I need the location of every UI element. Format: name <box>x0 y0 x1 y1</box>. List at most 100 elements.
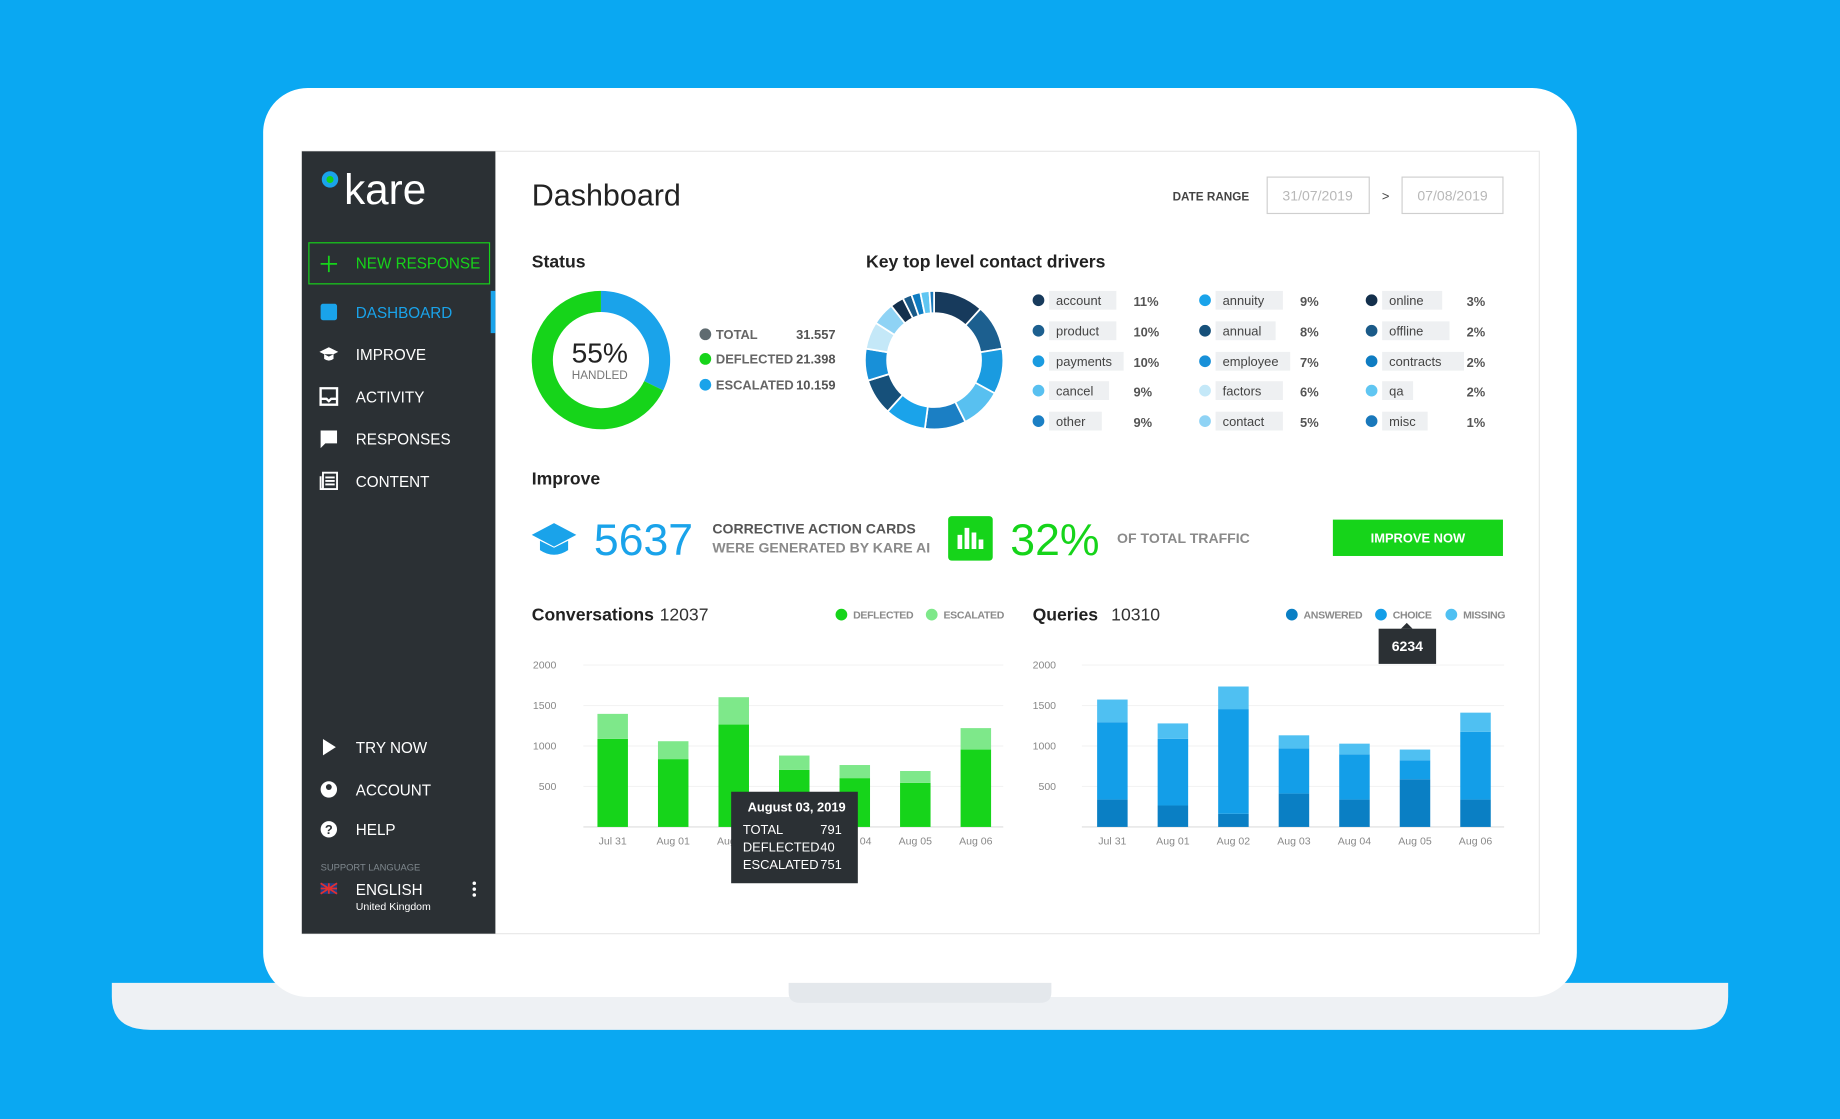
legend-label: DEFLECTED <box>853 610 914 622</box>
logo: kare <box>344 166 426 213</box>
sidebar <box>301 151 496 934</box>
legend-label: payments <box>1056 354 1112 369</box>
legend-label: MISSING <box>1463 610 1505 622</box>
kebab-menu[interactable] <box>472 881 477 897</box>
nav-icon <box>322 738 336 756</box>
date-to[interactable]: 07/08/2019 <box>1417 188 1488 204</box>
legend-chip <box>1049 290 1117 310</box>
legend-chip <box>1049 381 1110 400</box>
bar-segment <box>597 738 628 827</box>
nav-item[interactable]: RESPONSES <box>356 432 451 449</box>
y-tick-label: 1500 <box>1033 700 1057 712</box>
legend-label: factors <box>1223 383 1262 398</box>
y-tick-label: 1000 <box>533 741 557 753</box>
legend-dot <box>1365 355 1378 368</box>
traffic-percent: 32% <box>1010 516 1099 565</box>
legend-value: 9% <box>1133 415 1152 430</box>
nav-item[interactable]: ACTIVITY <box>356 389 425 406</box>
chart-title: Status <box>532 251 586 271</box>
donut-segment <box>928 290 935 315</box>
legend-label: annuity <box>1223 293 1265 308</box>
new-response-button[interactable] <box>308 242 491 285</box>
nav-icon <box>325 784 332 790</box>
legend-dot <box>1199 294 1211 307</box>
tooltip-title: August 03, 2019 <box>748 800 846 815</box>
legend-dot <box>1365 324 1378 337</box>
legend-label: online <box>1389 293 1423 308</box>
donut-segment <box>531 290 664 430</box>
legend-label: ESCALATED <box>943 610 1004 622</box>
tooltip-value: 751 <box>820 857 842 872</box>
legend-chip <box>1049 351 1124 371</box>
legend-chip <box>1215 381 1283 400</box>
legend-value: 6% <box>1300 384 1319 399</box>
nav-item[interactable]: IMPROVE <box>356 347 426 364</box>
legend-label: ANSWERED <box>1304 610 1363 622</box>
legend-label: offline <box>1389 323 1423 338</box>
date-from-input[interactable] <box>1266 176 1370 215</box>
improve-title: Improve <box>532 468 601 488</box>
legend-dot <box>699 353 712 365</box>
legend-chip <box>1215 290 1283 310</box>
legend-value: 9% <box>1133 384 1152 399</box>
region: United Kingdom <box>356 901 431 913</box>
legend-chip <box>1382 321 1450 341</box>
legend-dot <box>1365 415 1378 427</box>
legend-value: 10.159 <box>796 377 835 392</box>
bar-segment <box>1278 793 1310 827</box>
donut-center-label: HANDLED <box>572 369 628 382</box>
legend-label: employee <box>1223 354 1279 369</box>
legend-value: 31.557 <box>796 327 835 342</box>
cards-text: WERE GENERATED BY KARE AI <box>712 539 930 555</box>
nav-icon <box>319 471 338 491</box>
x-tick-label: Jul 31 <box>599 836 627 848</box>
date-from[interactable]: 31/07/2019 <box>1282 188 1353 204</box>
improve-now-button[interactable] <box>1332 519 1503 556</box>
bar-segment <box>1278 748 1310 794</box>
y-tick-label: 1500 <box>533 700 557 712</box>
flag-cross <box>320 882 338 895</box>
bar-segment <box>1339 754 1370 800</box>
legend-value: 1% <box>1467 415 1486 430</box>
page-title: Dashboard <box>532 178 681 212</box>
nav-item[interactable]: HELP <box>356 822 396 839</box>
bar-segment <box>1460 712 1491 732</box>
bar-segment <box>900 771 931 783</box>
legend-dot <box>1365 384 1378 397</box>
nav-item[interactable]: CONTENT <box>356 474 430 491</box>
legend-value: 2% <box>1467 355 1486 370</box>
legend-label: ESCALATED <box>716 377 794 392</box>
x-tick-label: Aug 05 <box>1398 836 1432 848</box>
tooltip-label: ESCALATED <box>743 857 819 872</box>
x-tick-label: Aug 04 <box>1338 836 1372 848</box>
legend-label: cancel <box>1056 383 1093 398</box>
legend-chip <box>1215 321 1276 341</box>
nav-icon: ? <box>325 822 333 837</box>
bar-segment <box>779 755 810 770</box>
improve-now-label[interactable]: IMPROVE NOW <box>1371 530 1466 545</box>
bar-segment <box>1399 749 1431 761</box>
laptop-notch <box>788 982 1052 1003</box>
legend-value: 2% <box>1467 325 1486 340</box>
date-range-label: DATE RANGE <box>1173 191 1250 204</box>
new-response-label[interactable]: NEW RESPONSE <box>356 256 480 273</box>
bar-segment <box>657 741 689 760</box>
active-indicator <box>490 290 496 334</box>
bar-segment <box>1339 799 1370 827</box>
y-tick-label: 2000 <box>533 660 557 672</box>
legend-value: 8% <box>1300 325 1319 340</box>
nav-icon <box>320 821 338 838</box>
nav-item[interactable]: ACCOUNT <box>356 782 431 799</box>
nav-item[interactable]: DASHBOARD <box>356 305 453 322</box>
nav-item[interactable]: TRY NOW <box>356 740 428 757</box>
y-tick-label: 2000 <box>1033 660 1057 672</box>
chart-total: 10310 <box>1111 604 1160 624</box>
legend-value: 2% <box>1467 384 1486 399</box>
legend-dot <box>1199 355 1211 368</box>
language[interactable]: ENGLISH <box>356 882 423 899</box>
bar-segment <box>1278 735 1310 749</box>
date-to-input[interactable] <box>1401 176 1504 215</box>
legend-label: DEFLECTED <box>716 352 793 367</box>
bar-segment <box>1218 813 1249 827</box>
bar-segment <box>1399 779 1431 827</box>
